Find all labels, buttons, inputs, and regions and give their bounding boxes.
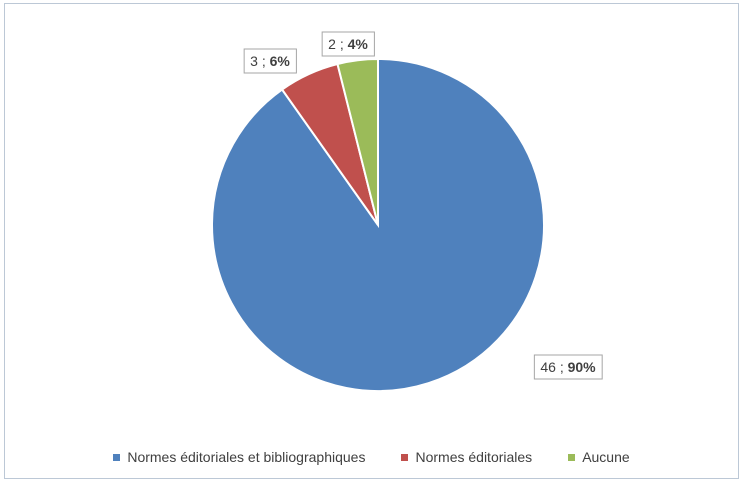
legend-label: Normes éditoriales	[415, 449, 533, 465]
legend-item-normes-editoriales: Normes éditoriales	[401, 449, 532, 465]
legend-swatch-red	[401, 453, 409, 461]
legend-item-aucune: Aucune	[568, 449, 630, 465]
data-labels: 46 ; 90% 3 ; 6% 2 ; 4%	[243, 31, 603, 380]
legend-swatch-green	[568, 453, 576, 461]
svg-text:2 ; 4%: 2 ; 4%	[328, 36, 368, 52]
data-label-0: 46 ; 90%	[533, 354, 603, 380]
svg-text:46 ; 90%: 46 ; 90%	[540, 359, 596, 375]
pie-slice-2	[336, 57, 379, 226]
legend-swatch-blue	[113, 453, 121, 461]
data-label-1: 3 ; 6%	[243, 48, 297, 74]
pie-slices	[211, 57, 545, 392]
svg-text:3 ; 6%: 3 ; 6%	[250, 53, 290, 69]
legend-label: Aucune	[582, 449, 630, 465]
data-label-2: 2 ; 4%	[321, 31, 375, 57]
legend-item-normes-editoriales-et-bibliographiques: Normes éditoriales et bibliographiques	[113, 449, 365, 465]
legend-label: Normes éditoriales et bibliographiques	[127, 449, 366, 465]
legend: Normes éditoriales et bibliographiques N…	[0, 449, 743, 465]
